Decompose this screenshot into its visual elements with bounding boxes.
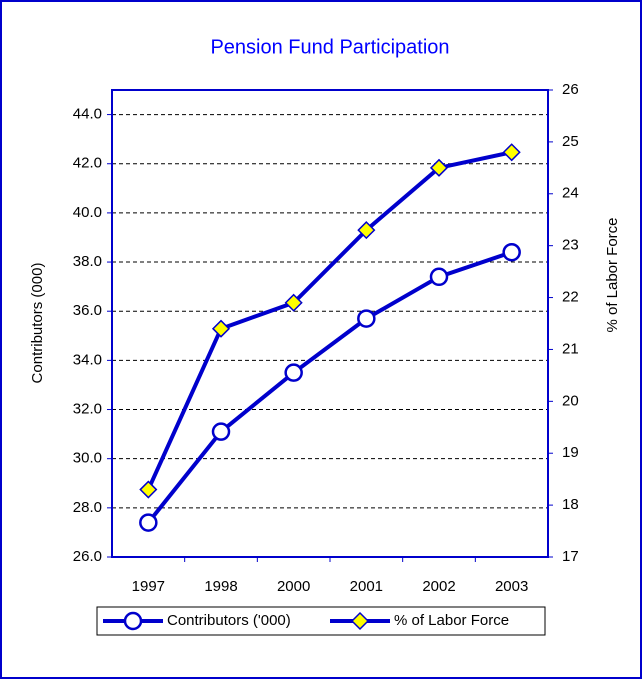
- y-axis-label: Contributors (000): [29, 263, 46, 384]
- x-tick-label: 2002: [422, 578, 455, 595]
- x-tick-label: 2003: [495, 578, 528, 595]
- y2-tick-label: 25: [562, 133, 579, 150]
- legend-marker: [350, 611, 370, 631]
- legend-label: Contributors ('000): [167, 612, 291, 629]
- point: [139, 480, 158, 499]
- x-tick-label: 1998: [204, 578, 237, 595]
- y2-tick-label: 22: [562, 289, 579, 306]
- point: [429, 158, 449, 177]
- y2-tick-label: 21: [562, 340, 579, 357]
- point: [211, 319, 231, 338]
- legend-box: [96, 606, 546, 636]
- y2-tick-label: 20: [562, 392, 579, 409]
- point: [284, 363, 303, 382]
- y2-tick-label: 18: [562, 496, 579, 513]
- x-tick-label: 2001: [350, 578, 383, 595]
- point: [502, 242, 521, 262]
- y-tick-label: 34.0: [73, 351, 102, 368]
- point: [357, 221, 376, 240]
- chart-title: Pension Fund Participation: [210, 36, 449, 58]
- point: [357, 309, 376, 328]
- y-tick-label: 36.0: [73, 302, 102, 319]
- point: [139, 513, 158, 532]
- y-tick-label: 30.0: [73, 450, 102, 467]
- y2-tick-label: 26: [562, 81, 579, 98]
- y-tick-label: 38.0: [73, 253, 102, 270]
- point: [284, 293, 303, 312]
- y-tick-label: 26.0: [73, 548, 102, 565]
- point: [211, 422, 231, 441]
- y2-axis-label: % of Labor Force: [604, 217, 621, 332]
- legend-label: % of Labor Force: [394, 612, 509, 629]
- y-tick-label: 32.0: [73, 400, 102, 417]
- y2-tick-label: 17: [562, 548, 579, 565]
- point: [502, 143, 521, 162]
- y2-tick-label: 23: [562, 237, 579, 254]
- y2-tick-label: 19: [562, 444, 579, 461]
- point: [429, 267, 449, 287]
- series-line: [146, 250, 513, 524]
- y-tick-label: 42.0: [73, 155, 102, 172]
- x-tick-label: 1997: [132, 578, 165, 595]
- series-line: [146, 150, 513, 491]
- y-tick-label: 28.0: [73, 499, 102, 516]
- y2-tick-label: 24: [562, 185, 579, 202]
- y-tick-label: 44.0: [73, 106, 102, 123]
- legend-marker: [123, 611, 143, 631]
- x-tick-label: 2000: [277, 578, 310, 595]
- y-tick-label: 40.0: [73, 204, 102, 221]
